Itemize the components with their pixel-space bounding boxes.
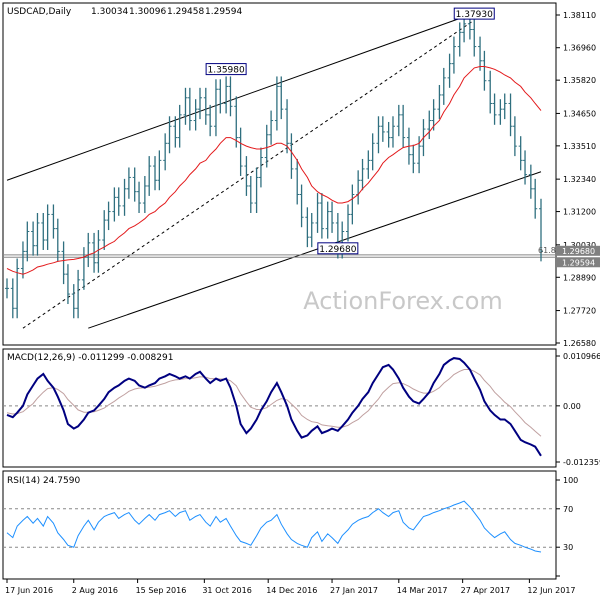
x-tick-label: 27 Apr 2017 <box>461 586 510 595</box>
rsi-panel-frame <box>2 470 557 580</box>
current-price-box <box>557 257 600 268</box>
annotation-box <box>317 242 359 255</box>
price-moving-average <box>6 66 542 275</box>
macd-y-axis: 0.010966 0.00 -0.012359 <box>556 352 600 467</box>
watermark: ActionForex.com <box>303 287 503 315</box>
x-tick-label: 14 Dec 2016 <box>266 586 317 595</box>
price-tick-label: 1.36960 <box>563 44 596 53</box>
price-tick-label: 1.28890 <box>563 273 596 282</box>
annotation-label: 1.29680 <box>319 245 356 255</box>
macd-tick-label: 0.00 <box>563 402 581 411</box>
price-ohlc-close: 1.29594 <box>205 7 242 17</box>
rsi-tick-label: 30 <box>563 543 573 552</box>
fib-label: 61.8 <box>538 246 556 255</box>
rsi-title: RSI(14) 24.7590 <box>7 476 80 486</box>
x-tick-label: 17 Jun 2016 <box>5 586 53 595</box>
macd-signal-line <box>6 369 542 437</box>
macd-tick-label: -0.012359 <box>563 458 600 467</box>
price-ohlc-high: 1.30096 <box>129 7 166 17</box>
lower-channel-line <box>88 171 542 329</box>
price-tick-label: 1.33510 <box>563 142 596 151</box>
x-tick-label: 14 Mar 2017 <box>397 586 448 595</box>
x-tick-label: 27 Jan 2017 <box>330 586 378 595</box>
macd-panel-frame <box>2 348 557 468</box>
price-tick-label: 1.32340 <box>563 175 596 184</box>
rsi-tick-label: 70 <box>563 505 573 514</box>
rsi-lines <box>3 500 556 553</box>
price-trendlines <box>3 9 556 329</box>
level-price-label: 1.29680 <box>562 247 595 256</box>
rsi-tick-label: 100 <box>563 476 578 485</box>
upper-channel-line <box>6 9 485 181</box>
annotation-box <box>205 63 247 76</box>
price-title: USDCAD,Daily <box>7 7 72 17</box>
price-ohlc-low: 1.29458 <box>167 7 204 17</box>
x-tick-label: 2 Aug 2016 <box>72 586 118 595</box>
date-x-axis: 17 Jun 2016 2 Aug 2016 15 Sep 2016 31 Oct 2… <box>5 579 576 595</box>
annotation-label: 1.35980 <box>208 66 245 76</box>
price-tick-label: 1.26580 <box>563 339 596 348</box>
price-ohlc-open: 1.30034 <box>91 7 128 17</box>
rsi-y-axis: 100 70 30 <box>556 476 578 577</box>
price-tick-label: 1.31200 <box>563 208 596 217</box>
x-tick-label: 15 Sep 2016 <box>136 586 187 595</box>
macd-lines <box>3 357 556 457</box>
price-tick-label: 1.27720 <box>563 307 596 316</box>
current-price-label: 1.29594 <box>562 258 595 267</box>
rsi-line <box>6 500 542 553</box>
price-annotations: 1.35980 1.37930 1.29680 61.8 1.29680 1.29594 <box>205 7 600 268</box>
macd-title: MACD(12,26,9) -0.011299 -0.008291 <box>7 353 173 363</box>
price-y-axis: 1.38110 1.36960 1.35820 1.34650 1.33510 1.323… <box>556 11 596 348</box>
dashed-trendline <box>22 19 475 329</box>
price-tick-label: 1.34650 <box>563 109 596 118</box>
price-tick-label: 1.38110 <box>563 11 596 20</box>
price-tick-label: 1.35820 <box>563 76 596 85</box>
price-tick-label: 1.30030 <box>563 241 596 250</box>
macd-tick-label: 0.010966 <box>563 352 600 361</box>
annotation-label: 1.37930 <box>456 10 493 20</box>
moving-average-line <box>6 66 542 275</box>
x-tick-label: 31 Oct 2016 <box>202 586 251 595</box>
annotation-box <box>453 7 495 20</box>
price-panel-frame <box>2 2 557 346</box>
level-price-box <box>557 245 600 256</box>
macd-line <box>6 357 542 457</box>
x-tick-label: 12 Jun 2017 <box>527 586 575 595</box>
